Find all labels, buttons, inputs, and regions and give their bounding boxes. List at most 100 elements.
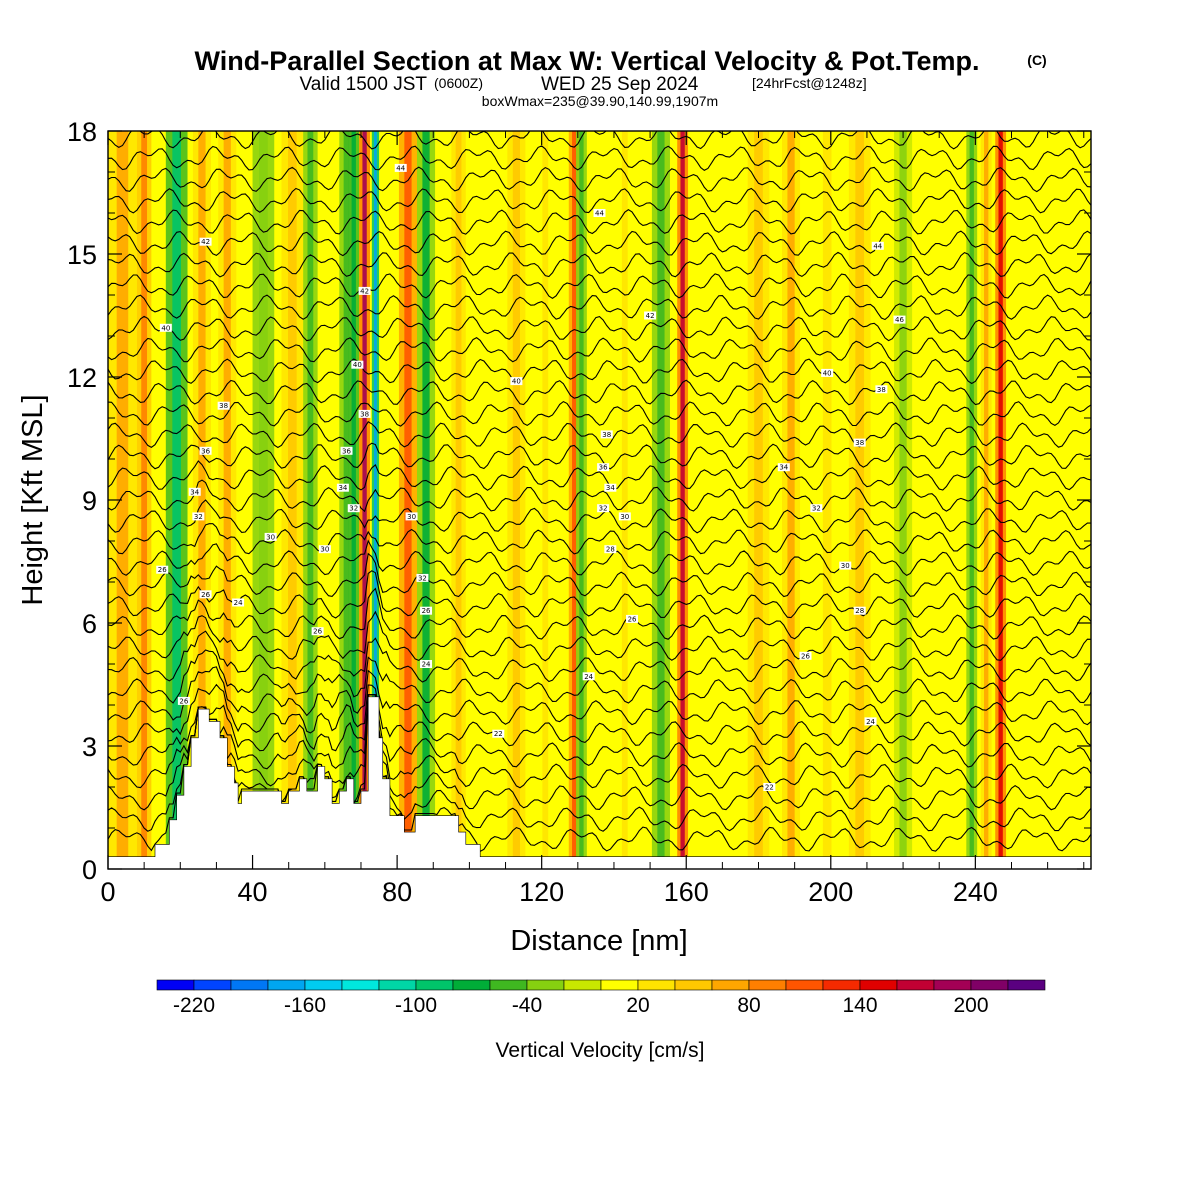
- isentrope-label-bg: [853, 438, 866, 447]
- velocity-band-core: [822, 131, 832, 869]
- isentrope-label: 38: [358, 409, 371, 418]
- isentrope-label-bg: [626, 614, 639, 623]
- colorbar: -220 -160 -100 -40 20 80 140 200: [156, 979, 1046, 1017]
- isentrope-label-bg: [839, 561, 852, 570]
- x-tick-label: 80: [382, 877, 412, 907]
- isentrope-label-text: 32: [599, 505, 608, 513]
- colorbar-swatch: [452, 979, 491, 991]
- isentrope-label-bg: [810, 504, 823, 513]
- isentrope-label-bg: [347, 504, 360, 513]
- isentrope-contours: [108, 131, 1091, 853]
- isentrope-label-text: 44: [873, 242, 882, 250]
- isentrope-label-bg: [405, 512, 418, 521]
- colorbar-swatch: [600, 979, 639, 991]
- isentrope-label: 40: [821, 368, 834, 377]
- isentrope-label: 30: [264, 532, 277, 541]
- velocity-band-core: [307, 131, 314, 869]
- isentrope-label-bg: [510, 377, 523, 386]
- isentrope-label-text: 30: [266, 533, 275, 541]
- colorbar-swatch: [526, 979, 565, 991]
- isentrope-label-text: 26: [313, 628, 322, 636]
- isentrope-label-bg: [644, 311, 657, 320]
- isentrope-label: 42: [199, 237, 212, 246]
- colorbar-tick-label: -40: [512, 994, 542, 1017]
- isentrope-label: 44: [871, 241, 884, 250]
- isentrope-label-text: 24: [422, 661, 431, 669]
- isentrope-label-bg: [264, 532, 277, 541]
- isentrope-label-bg: [358, 286, 371, 295]
- velocity-band-core: [404, 131, 412, 869]
- velocity-band-core: [198, 131, 206, 869]
- isentrope-label: 34: [777, 463, 790, 472]
- isentrope-line: [108, 131, 1091, 150]
- isentrope-line: [108, 251, 1091, 278]
- isentrope-label-text: 26: [201, 591, 210, 599]
- colorbar-tick-label: -220: [173, 994, 215, 1017]
- isentrope-line: [108, 649, 1091, 705]
- isentrope-label-text: 40: [161, 324, 170, 332]
- isentrope-label-bg: [604, 483, 617, 492]
- isentrope-line: [108, 666, 1091, 726]
- isentrope-label: 24: [232, 598, 245, 607]
- isentrope-label-bg: [177, 696, 190, 705]
- isentrope-line: [108, 523, 1091, 555]
- isentrope-line: [108, 230, 1091, 257]
- x-tick-label: 240: [953, 877, 998, 907]
- isentrope-label: 36: [199, 446, 212, 455]
- isentrope-label-bg: [358, 409, 371, 418]
- isentrope-label-text: 38: [360, 410, 369, 418]
- isentrope-label-bg: [871, 241, 884, 250]
- isentrope-line: [108, 315, 1091, 342]
- isentrope-label-bg: [593, 209, 606, 217]
- y-axis-label: Height [Kft MSL]: [17, 394, 49, 605]
- isentrope-line: [108, 460, 1091, 491]
- colorbar-tick-label: -100: [395, 994, 437, 1017]
- isentrope-label: 30: [318, 545, 331, 554]
- x-tick-label: 0: [100, 877, 115, 907]
- isentrope-label: 44: [394, 163, 407, 172]
- isentrope-line: [108, 358, 1091, 385]
- isentrope-line: [108, 294, 1091, 321]
- isentrope-label-text: 36: [599, 464, 608, 472]
- isentrope-label: 34: [336, 483, 349, 492]
- forecast-info: [24hrFcst@1248z]: [752, 75, 867, 91]
- isentrope-label-text: 22: [765, 784, 774, 792]
- isentrope-line: [108, 400, 1091, 427]
- x-axis-label: Distance [nm]: [510, 925, 687, 957]
- isentrope-line: [108, 479, 1091, 513]
- velocity-band-core: [657, 131, 665, 869]
- x-tick-label: 120: [519, 877, 564, 907]
- valid-date: WED 25 Sep 2024: [541, 74, 699, 95]
- isentrope-label-text: 26: [422, 607, 431, 615]
- isentrope-label-text: 38: [877, 386, 886, 394]
- isentrope-label-text: 40: [823, 369, 832, 377]
- isentrope-label-text: 26: [628, 615, 637, 623]
- isentrope-label-text: 26: [801, 652, 810, 660]
- y-tick-label: 18: [67, 117, 97, 147]
- isentrope-label-text: 36: [201, 447, 210, 455]
- isentrope-label-bg: [336, 483, 349, 492]
- isentrope-line: [108, 694, 1091, 811]
- isentrope-label-text: 30: [841, 562, 850, 570]
- isentrope-label-bg: [763, 783, 776, 791]
- colorbar-swatch: [785, 979, 824, 991]
- isentrope-line: [108, 337, 1091, 363]
- box-info: boxWmax=235@39.90,140.99,1907m: [482, 93, 718, 109]
- isentrope-label: 32: [416, 573, 429, 582]
- isentrope-label: 36: [597, 463, 610, 472]
- velocity-band-core: [455, 131, 462, 869]
- colorbar-swatch: [563, 979, 602, 991]
- colorbar-tick-label: -160: [284, 994, 326, 1017]
- velocity-band-core: [754, 131, 763, 869]
- isentrope-label-text: 24: [584, 673, 593, 681]
- isentrope-label-bg: [156, 565, 169, 574]
- isentrope-label-text: 30: [320, 546, 329, 554]
- isentrope-label-text: 46: [895, 316, 904, 324]
- isentrope-label-text: 28: [606, 546, 615, 554]
- isentrope-line: [108, 166, 1091, 193]
- isentrope-line: [108, 694, 1091, 768]
- velocity-band-core: [373, 131, 377, 869]
- colorbar-swatch: [489, 979, 528, 991]
- isentrope-label-text: 38: [219, 402, 228, 410]
- isentrope-label: 26: [799, 651, 812, 660]
